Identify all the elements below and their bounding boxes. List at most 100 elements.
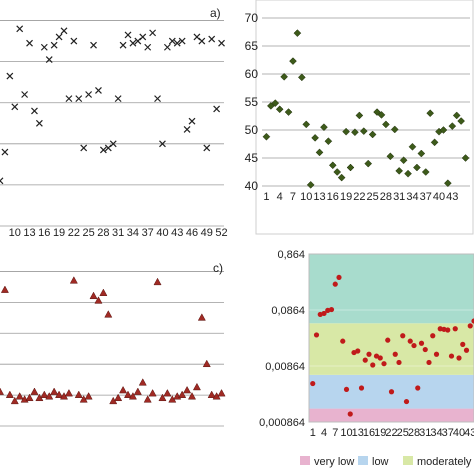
d-point (411, 342, 417, 349)
b-y-tick-label: 65 (245, 39, 259, 53)
d-point (388, 389, 395, 395)
c-point (89, 291, 98, 300)
c-point (30, 387, 39, 395)
a-x-tick-label: 19 (53, 227, 65, 239)
c-point (99, 288, 108, 296)
b-point (346, 163, 355, 172)
a-point-stroke-2 (11, 103, 19, 111)
panel-d-plot-frame (308, 253, 474, 423)
a-point (55, 33, 63, 41)
c-point (40, 390, 49, 398)
d-point (422, 346, 428, 353)
a-point-stroke-2 (55, 33, 63, 41)
c-point (0, 387, 5, 395)
a-point-stroke-2 (40, 43, 48, 51)
a-point-stroke-2 (0, 177, 4, 182)
b-point (408, 142, 417, 151)
c-point (25, 393, 34, 402)
b-x-tick-label: 1 (263, 191, 269, 203)
d-point (471, 318, 474, 324)
a-point (188, 117, 196, 125)
b-point (271, 99, 280, 107)
d-x-tick-label: 10 (340, 427, 352, 439)
a-point (70, 37, 78, 45)
legend-swatch (403, 456, 413, 465)
panel-d-markers (310, 274, 474, 417)
a-point (16, 25, 24, 33)
legend-label: very low (314, 456, 354, 468)
c-point (119, 385, 128, 394)
b-point (306, 181, 315, 189)
b-point (280, 72, 288, 81)
d-x-tick-label: 25 (397, 427, 409, 439)
a-point (90, 41, 97, 49)
d-point (452, 326, 458, 332)
panel-d-y-tick-labels: 0,000864 0,00864 0,0864 0,864 (259, 249, 305, 429)
a-point-stroke-2 (168, 37, 176, 45)
d-point (396, 359, 402, 366)
b-point (461, 154, 470, 162)
b-point (337, 173, 346, 182)
d-point (433, 351, 440, 357)
a-point-stroke-2 (218, 39, 225, 47)
d-point (448, 353, 455, 359)
a-point (6, 72, 14, 80)
b-x-tick-label: 19 (340, 191, 352, 203)
panel-c-markers (0, 276, 226, 405)
a-x-tick-label: 22 (68, 227, 80, 239)
legend-swatch (358, 456, 368, 465)
d-point (343, 386, 350, 393)
b-point (302, 120, 311, 129)
a-point (144, 43, 152, 51)
b-point (333, 168, 342, 176)
c-point (50, 387, 59, 395)
a-point (0, 177, 4, 185)
c-point (128, 392, 137, 400)
a-x-tick-label: 52 (215, 227, 227, 239)
a-point (203, 144, 211, 152)
panel-a-markers (0, 25, 225, 185)
c-point (55, 390, 64, 398)
b-point (386, 152, 395, 161)
panel-a-x-tick-labels: 10 13 16 19 22 25 28 31 34 37 40 43 46 49 52 (9, 227, 228, 239)
d-point (328, 306, 335, 313)
d-point (418, 340, 425, 346)
c-point (178, 390, 187, 398)
panel-d-x-tick-labels: 1 4 7 10 13 16 19 22 25 28 31 34 37 40 43 (310, 427, 474, 439)
a-point-stroke-2 (80, 144, 88, 152)
c-point (207, 390, 216, 398)
a-point-stroke-2 (35, 119, 43, 127)
a-point-stroke-1 (0, 179, 4, 185)
legend-label: moderately low (417, 456, 474, 468)
d-x-tick-label: 4 (321, 427, 327, 439)
b-point (315, 148, 324, 157)
a-point (124, 31, 132, 39)
a-point-stroke-2 (31, 107, 38, 115)
a-point-stroke-2 (50, 41, 58, 49)
b-point (284, 108, 293, 116)
a-point-stroke-2 (193, 33, 201, 41)
d-point (385, 337, 391, 343)
c-point (158, 393, 167, 402)
a-x-tick-label: 46 (186, 227, 198, 239)
b-x-tick-label: 4 (277, 191, 283, 203)
panel-b-y-tick-labels: 40 45 50 55 60 65 70 (245, 11, 259, 193)
b-x-tick-label: 13 (313, 191, 325, 203)
a-point-stroke-2 (154, 95, 161, 103)
c-point (15, 392, 24, 400)
a-point-stroke-2 (90, 41, 97, 49)
b-point (439, 126, 448, 134)
a-point (119, 41, 127, 49)
b-point (444, 179, 452, 188)
d-x-tick-label: 16 (363, 427, 375, 439)
a-point-stroke-2 (95, 86, 102, 94)
a-point (183, 126, 191, 133)
a-point-stroke-2 (16, 25, 24, 33)
a-point (40, 43, 48, 51)
a-point (85, 91, 93, 98)
b-point (328, 161, 337, 170)
d-point (340, 338, 346, 344)
panel-b-markers (262, 29, 470, 189)
b-point (368, 130, 377, 139)
